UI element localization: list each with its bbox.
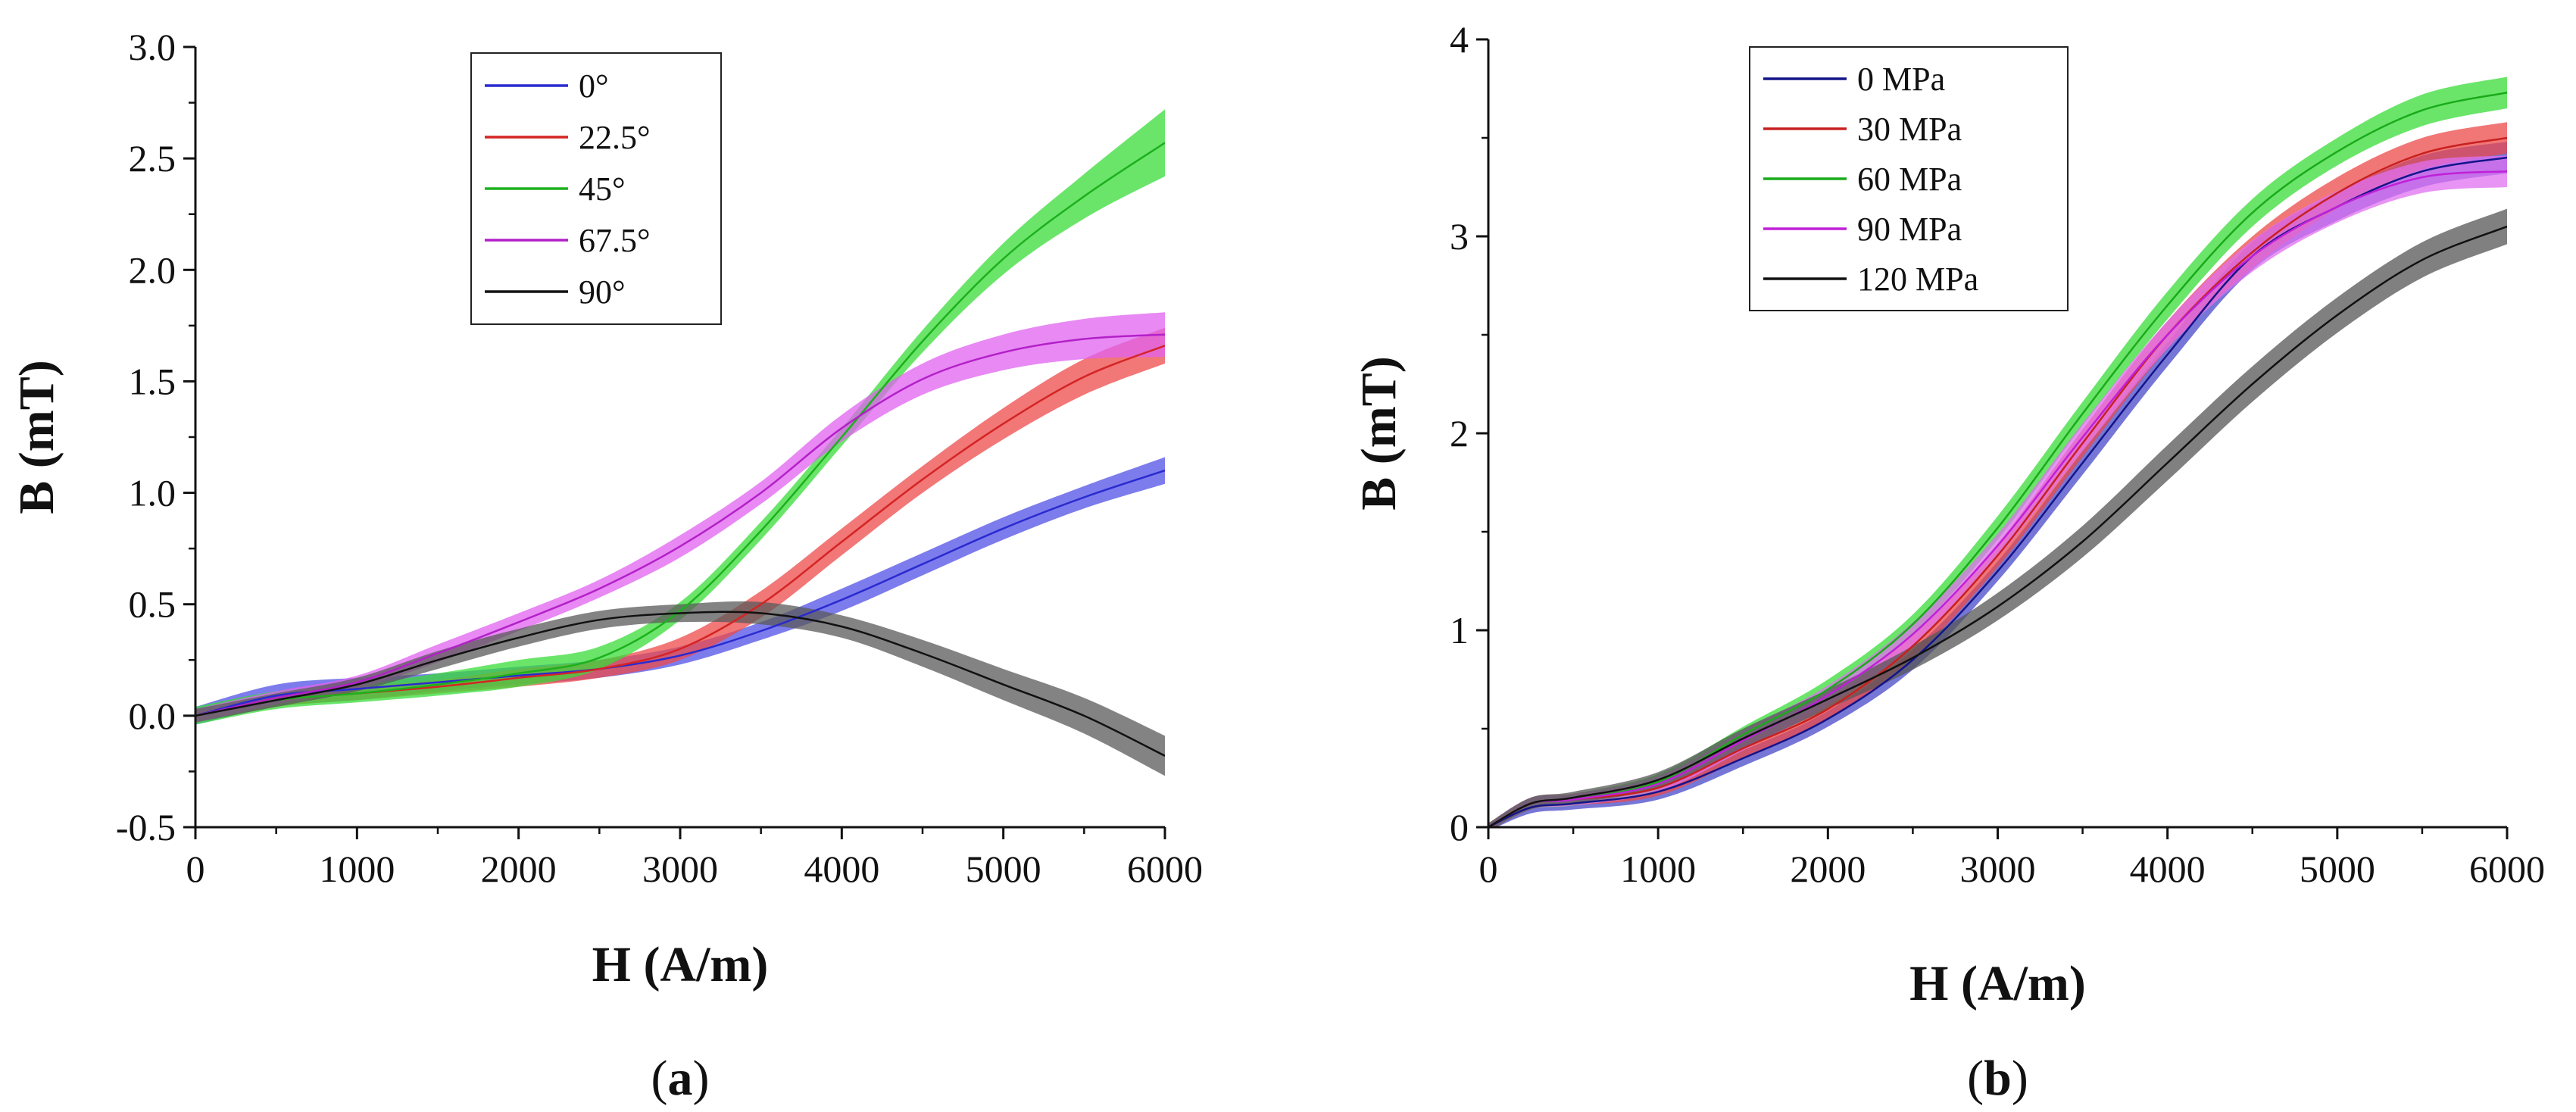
x-tick-label: 6000 [1127, 848, 1203, 890]
y-tick-label: 0 [1450, 806, 1469, 848]
x-tick-label: 6000 [2469, 848, 2545, 890]
x-tick-label: 5000 [2300, 848, 2375, 890]
legend-label-45: 45° [579, 170, 626, 208]
y-tick-label: 1.0 [129, 472, 176, 514]
series-line-67-5 [195, 333, 1165, 717]
x-tick-label: 1000 [1620, 848, 1696, 890]
y-tick-label: 0.0 [129, 695, 176, 737]
x-tick-label: 3000 [1960, 848, 2036, 890]
legend-label-90: 90° [579, 273, 626, 311]
x-tick-label: 5000 [966, 848, 1041, 890]
plot-area-b [1488, 77, 2507, 827]
y-tick-label: -0.5 [116, 806, 176, 848]
x-tick-label: 0 [186, 848, 205, 890]
y-tick-label: 3.0 [129, 26, 176, 68]
legend-label-120-mpa: 120 MPa [1857, 261, 1978, 298]
legend-label-90-mpa: 90 MPa [1857, 211, 1962, 248]
series-line-90-mpa [1488, 170, 2507, 827]
legend: 0 MPa 30 MPa 60 MPa 90 MPa 120 MPa [1749, 46, 2069, 311]
panel-caption-letter: b [1984, 1051, 2012, 1106]
legend-label-0: 0° [579, 67, 609, 105]
x-tick-label: 2000 [1790, 848, 1866, 890]
band-67-5 [195, 312, 1165, 723]
series-line-60-mpa [1488, 91, 2507, 827]
panel-caption: (b) [1967, 1051, 2028, 1106]
y-tick-label: 2.0 [129, 248, 176, 291]
panel-caption: (a) [651, 1051, 710, 1106]
legend-label-67-5: 67.5° [579, 222, 651, 259]
band-120-mpa [1488, 208, 2507, 827]
y-tick-label: 4 [1450, 18, 1469, 61]
series-line-30-mpa [1488, 136, 2507, 827]
x-tick-label: 4000 [804, 848, 879, 890]
legend-label-22-5: 22.5° [579, 119, 651, 156]
x-tick-label: 4000 [2130, 848, 2206, 890]
x-tick-label: 1000 [319, 848, 395, 890]
y-tick-label: 0.5 [129, 583, 176, 626]
x-tick-label: 0 [1479, 848, 1498, 890]
legend: 0° 22.5° 45° 67.5° 90° [470, 52, 722, 325]
band-22-5 [195, 327, 1165, 723]
x-tick-label: 3000 [642, 848, 718, 890]
legend-label-60-mpa: 60 MPa [1857, 161, 1962, 198]
x-axis-label: H (A/m) [1909, 956, 2086, 1011]
x-axis-label: H (A/m) [592, 937, 769, 992]
legend-label-0-mpa: 0 MPa [1857, 61, 1945, 98]
y-axis-label: B (mT) [9, 360, 64, 514]
x-tick-label: 2000 [481, 848, 557, 890]
band-90 [195, 601, 1165, 776]
y-tick-label: 2.5 [129, 137, 176, 180]
series-line-120-mpa [1488, 225, 2507, 827]
y-tick-label: 1.5 [129, 360, 176, 402]
series-line-45 [195, 142, 1165, 717]
chart-panel-b: 0 1000 2000 3000 4000 5000 6000 0 1 2 3 4 H (A/m) B (… [1351, 18, 2545, 1106]
legend-label-30-mpa: 30 MPa [1857, 111, 1962, 148]
chart-panel-a: 0 1000 2000 3000 4000 5000 6000 -0.5 0.0 0.5 1.0 1.… [9, 26, 1203, 1106]
plot-area-a [195, 109, 1165, 776]
y-axis-label: B (mT) [1351, 356, 1407, 510]
y-tick-label: 1 [1450, 609, 1469, 651]
y-tick-label: 2 [1450, 412, 1469, 454]
panel-caption-letter: a [668, 1051, 693, 1106]
series-line-90 [195, 611, 1165, 757]
y-tick-label: 3 [1450, 215, 1469, 258]
